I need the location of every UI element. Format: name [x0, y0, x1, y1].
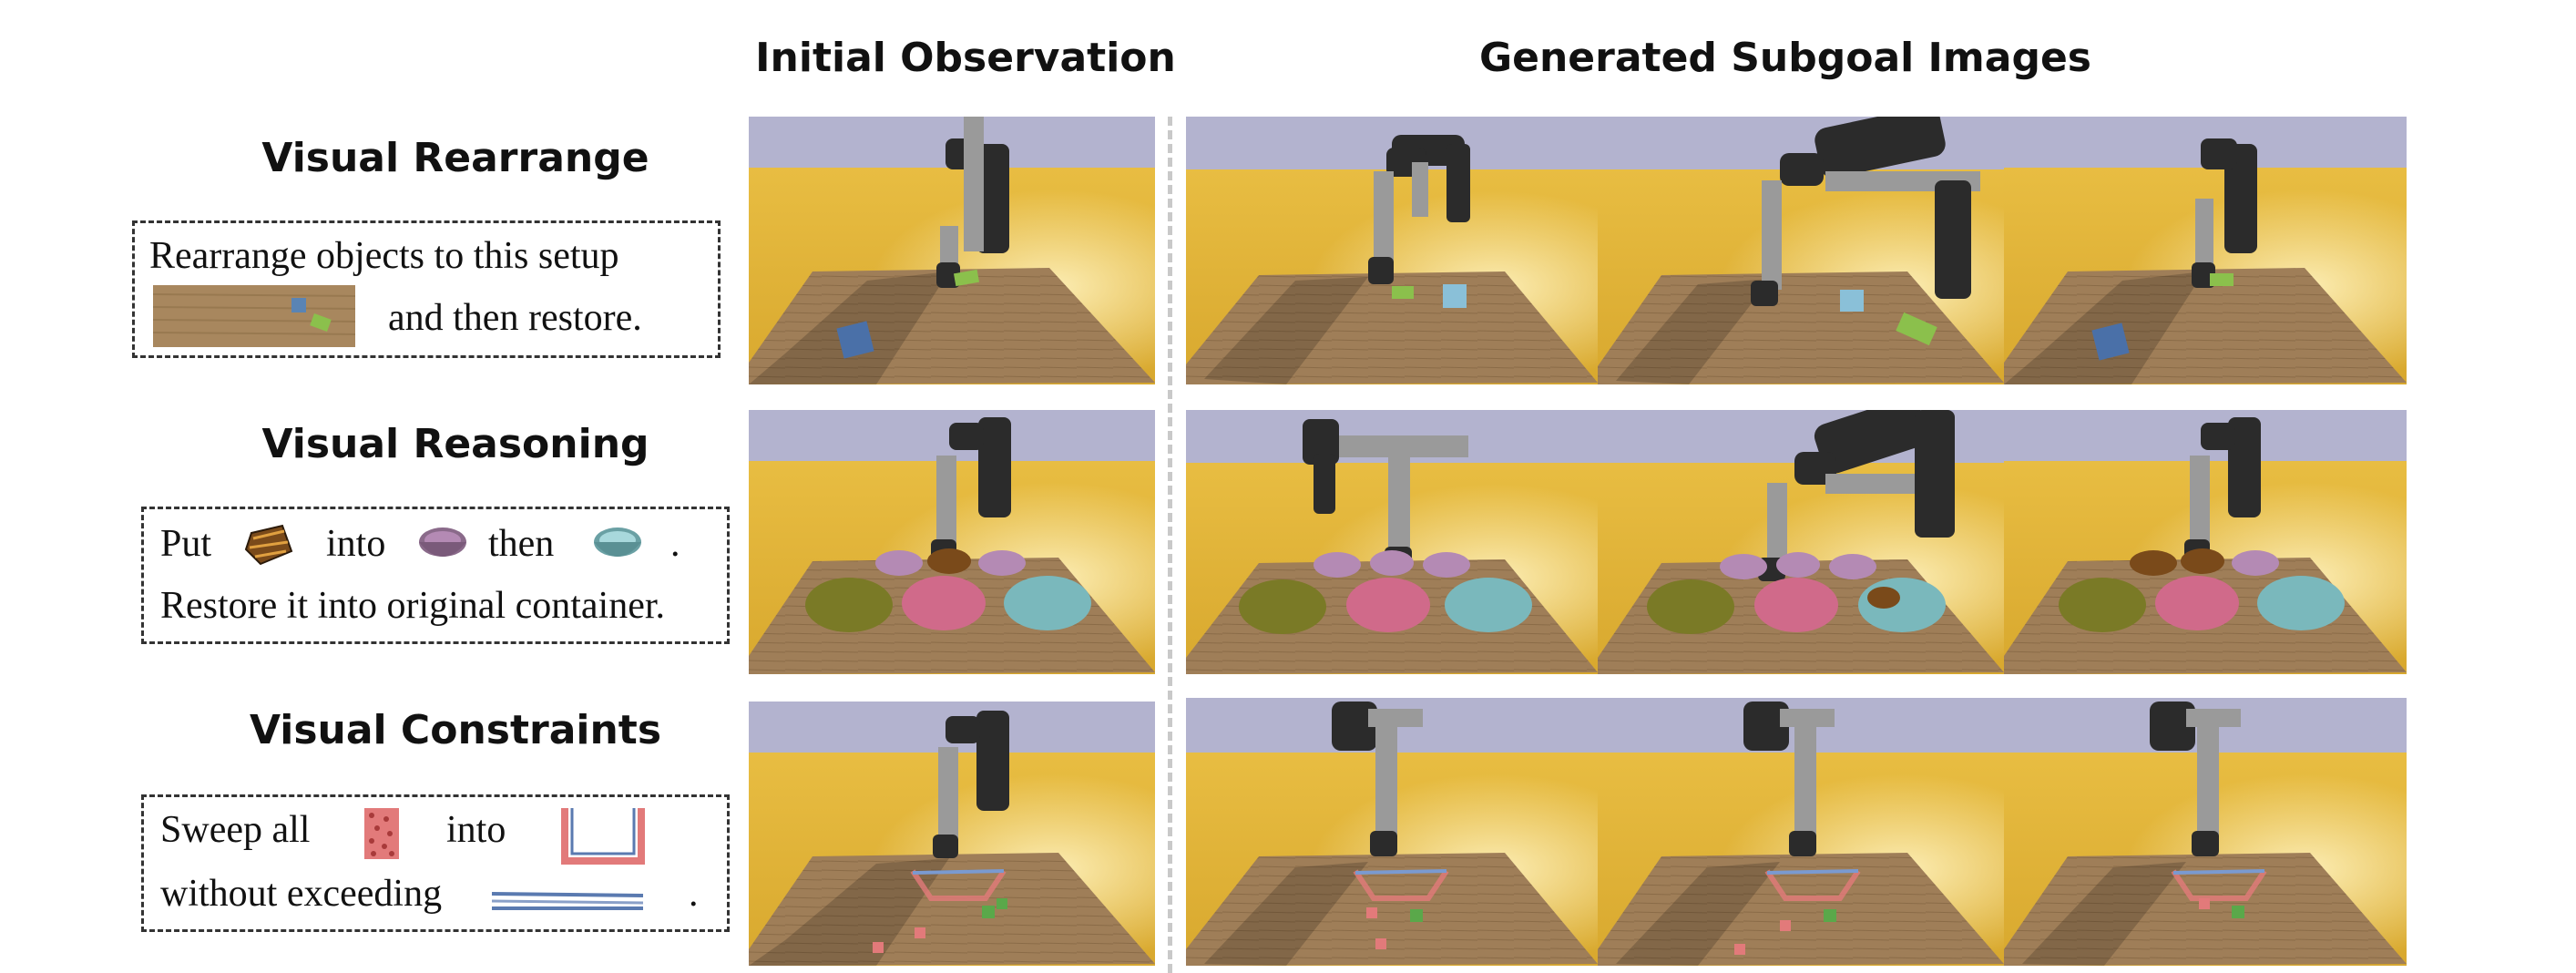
instruction-text: Restore it into original container. — [160, 585, 666, 627]
instruction-text: Sweep all — [160, 809, 311, 851]
u-region-icon — [561, 808, 645, 865]
scene-rearrange-subgoal-3 — [2004, 117, 2407, 384]
scene-reasoning-subgoal-3 — [2004, 410, 2407, 674]
instruction-text: then — [488, 523, 555, 565]
generated-subgoal-title: Generated Subgoal Images — [1479, 35, 2091, 81]
scene-rearrange-initial — [749, 117, 1155, 384]
scene-reasoning-initial — [749, 410, 1155, 674]
instruction-text: . — [670, 523, 680, 565]
instruction-box-constraints: Sweep all into without exceeding . — [141, 794, 730, 932]
instruction-text: into — [446, 809, 506, 851]
row-title-visual-constraints: Visual Constraints — [249, 707, 662, 753]
instruction-text: Put — [160, 523, 212, 565]
line-boundary-icon — [491, 892, 644, 910]
instruction-text: and then restore. — [388, 297, 642, 339]
scene-rearrange-subgoal-2 — [1598, 117, 2004, 384]
block-icon — [244, 524, 293, 566]
instruction-box-reasoning: Put into then . Restore it into original… — [141, 507, 730, 644]
instruction-text: without exceeding — [160, 873, 443, 915]
instruction-box-rearrange: Rearrange objects to this setup and then… — [132, 220, 721, 358]
scene-constraints-initial — [749, 702, 1155, 966]
column-divider — [1168, 117, 1172, 973]
scene-reasoning-subgoal-1 — [1186, 410, 1598, 674]
scene-rearrange-subgoal-1 — [1186, 117, 1598, 384]
target-setup-thumbnail — [153, 285, 355, 347]
initial-observation-title: Initial Observation — [755, 35, 1176, 81]
instruction-text: Rearrange objects to this setup — [149, 235, 619, 277]
scene-constraints-subgoal-2 — [1598, 698, 2004, 966]
instruction-text: . — [689, 873, 699, 915]
scene-constraints-subgoal-1 — [1186, 698, 1598, 966]
instruction-text: into — [326, 523, 386, 565]
row-title-visual-rearrange: Visual Rearrange — [261, 135, 649, 181]
scene-constraints-subgoal-3 — [2004, 698, 2407, 966]
purple-bowl-icon — [419, 527, 466, 557]
scene-reasoning-subgoal-2 — [1598, 410, 2004, 674]
teal-bowl-icon — [594, 527, 641, 557]
pink-dice-icon — [364, 808, 399, 859]
row-title-visual-reasoning: Visual Reasoning — [261, 421, 649, 467]
